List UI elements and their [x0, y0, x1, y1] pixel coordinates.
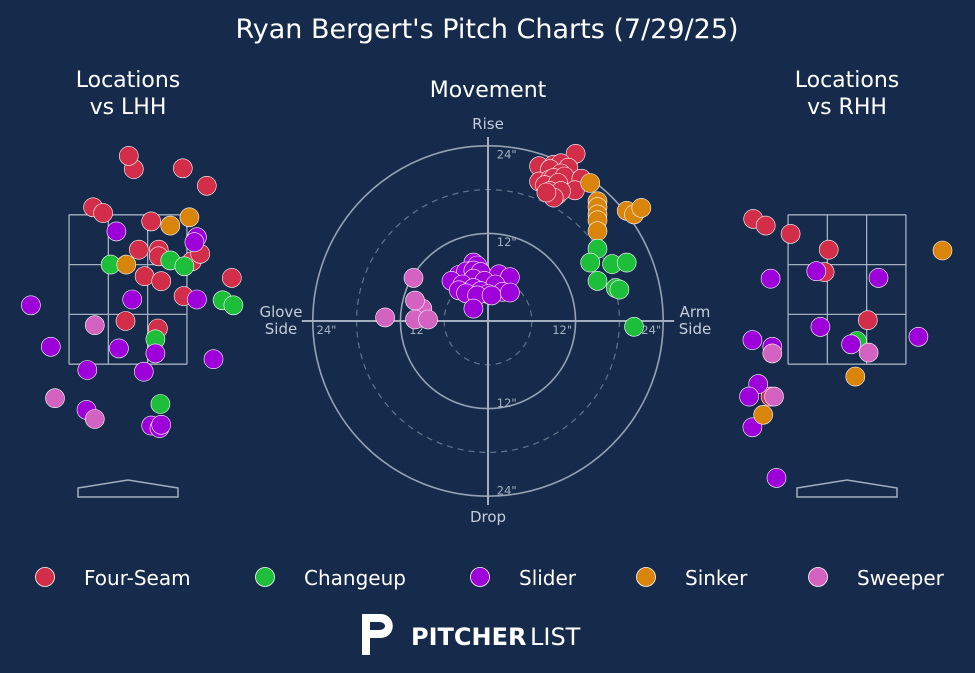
legend-swatch-sweeper — [809, 568, 828, 587]
legend-label-changeup: Changeup — [304, 566, 406, 590]
lhh-point-slider — [134, 362, 153, 381]
lhh-title-line1: Locations — [76, 68, 181, 93]
movement-point-slider — [464, 299, 483, 318]
rhh-point-slider — [743, 331, 762, 350]
lhh-title-line2: vs LHH — [90, 95, 167, 120]
lhh-point-four-seam — [119, 146, 138, 165]
rhh-title-line2: vs RHH — [807, 95, 887, 120]
glove-side-label-line2: Side — [265, 320, 297, 338]
lhh-point-sweeper — [85, 410, 104, 429]
lhh-point-sinker — [180, 208, 199, 227]
rhh-point-slider — [909, 327, 928, 346]
movement-title: Movement — [430, 78, 547, 103]
rhh-point-slider — [869, 268, 888, 287]
rhh-point-four-seam — [819, 240, 838, 259]
legend-swatch-slider — [471, 568, 490, 587]
lhh-point-slider — [146, 344, 165, 363]
movement-ring-label: 12" — [552, 323, 572, 337]
movement-ring-label: 24" — [641, 323, 661, 337]
movement-point-sweeper — [404, 268, 423, 287]
lhh-point-four-seam — [142, 212, 161, 231]
rhh-point-slider — [807, 262, 826, 281]
rhh-point-four-seam — [756, 216, 775, 235]
lhh-point-four-seam — [222, 268, 241, 287]
drop-label: Drop — [470, 508, 506, 526]
movement-point-sinker — [632, 198, 651, 217]
rhh-point-sinker — [754, 405, 773, 424]
movement-ring-label: 24" — [497, 148, 517, 162]
legend-label-sweeper: Sweeper — [857, 566, 945, 590]
lhh-point-changeup — [224, 296, 243, 315]
lhh-point-slider — [123, 290, 142, 309]
rise-label: Rise — [472, 115, 504, 133]
lhh-point-sinker — [161, 216, 180, 235]
movement-point-sinker — [581, 174, 600, 193]
movement-ring-label: 12" — [497, 235, 517, 249]
rhh-point-slider — [811, 317, 830, 336]
lhh-point-changeup — [151, 395, 170, 414]
lhh-point-four-seam — [197, 176, 216, 195]
movement-ring-label: 24" — [317, 323, 337, 337]
rhh-point-sweeper — [763, 344, 782, 363]
lhh-point-slider — [185, 233, 204, 252]
legend-swatch-changeup — [256, 568, 275, 587]
glove-side-label-line1: Glove — [259, 303, 302, 321]
rhh-point-four-seam — [858, 311, 877, 330]
rhh-point-slider — [842, 335, 861, 354]
lhh-point-slider — [78, 361, 97, 380]
chart-title: Ryan Bergert's Pitch Charts (7/29/25) — [235, 14, 738, 45]
lhh-point-four-seam — [152, 272, 171, 291]
rhh-point-sweeper — [765, 387, 784, 406]
lhh-point-four-seam — [116, 312, 135, 331]
legend-label-slider: Slider — [519, 566, 577, 590]
lhh-point-four-seam — [135, 267, 154, 286]
lhh-point-slider — [152, 415, 171, 434]
brand-bold: PITCHER — [411, 623, 526, 651]
lhh-point-sweeper — [85, 316, 104, 335]
rhh-point-slider — [740, 387, 759, 406]
rhh-title-line1: Locations — [795, 68, 900, 93]
lhh-point-four-seam — [129, 240, 148, 259]
movement-point-changeup — [588, 271, 607, 290]
movement-ring-label: 24" — [497, 483, 517, 497]
movement-point-four-seam — [537, 183, 556, 202]
legend-swatch-four-seam — [36, 568, 55, 587]
legend-swatch-sinker — [637, 568, 656, 587]
movement-ring-label: 12" — [497, 396, 517, 410]
arm-side-label-line1: Arm — [680, 303, 711, 321]
rhh-point-slider — [767, 468, 786, 487]
lhh-point-slider — [21, 296, 40, 315]
rhh-point-sweeper — [859, 343, 878, 362]
lhh-point-sweeper — [46, 389, 65, 408]
movement-point-changeup — [625, 317, 644, 336]
movement-point-sweeper — [376, 308, 395, 327]
brand-light: LIST — [530, 623, 581, 651]
rhh-point-sinker — [933, 241, 952, 260]
arm-side-label-line2: Side — [679, 320, 711, 338]
movement-point-changeup — [617, 253, 636, 272]
lhh-point-four-seam — [94, 204, 113, 223]
lhh-point-slider — [107, 222, 126, 241]
movement-point-slider — [482, 286, 501, 305]
rhh-point-sinker — [846, 367, 865, 386]
lhh-point-slider — [41, 337, 60, 356]
lhh-point-slider — [187, 290, 206, 309]
movement-point-sweeper — [406, 291, 425, 310]
lhh-point-slider — [204, 350, 223, 369]
legend-label-four-seam: Four-Seam — [84, 566, 191, 590]
movement-point-sinker — [588, 222, 607, 241]
legend-label-sinker: Sinker — [685, 566, 748, 590]
movement-point-changeup — [581, 253, 600, 272]
lhh-point-sinker — [117, 255, 136, 274]
lhh-point-four-seam — [173, 159, 192, 178]
movement-point-changeup — [610, 280, 629, 299]
lhh-point-changeup — [175, 257, 194, 276]
lhh-point-slider — [109, 339, 128, 358]
movement-point-sweeper — [419, 310, 438, 329]
movement-point-slider — [500, 283, 519, 302]
rhh-point-four-seam — [781, 224, 800, 243]
rhh-point-slider — [761, 269, 780, 288]
